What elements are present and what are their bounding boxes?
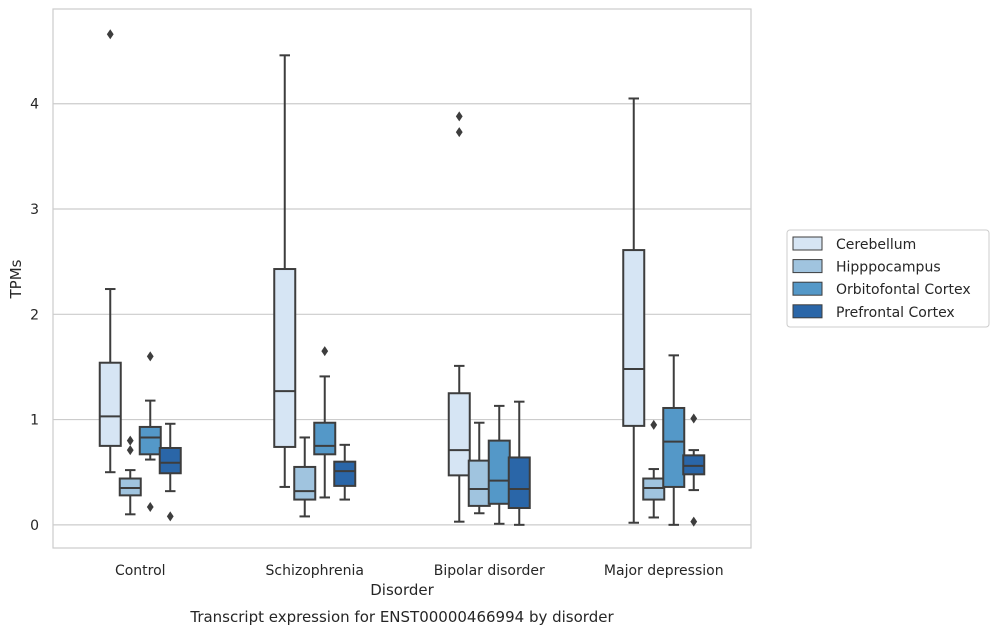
box-body bbox=[333, 460, 357, 487]
y-tick-label: 1 bbox=[30, 413, 39, 429]
legend-swatch bbox=[792, 259, 823, 274]
chart-title: Transcript expression for ENST0000046699… bbox=[189, 608, 614, 626]
box-cerebellum-3 bbox=[622, 97, 646, 524]
x-tick-label: Control bbox=[115, 563, 166, 579]
box-body bbox=[642, 477, 666, 501]
legend-label: Prefrontal Cortex bbox=[836, 305, 955, 321]
legend-frame bbox=[786, 229, 990, 328]
box-body bbox=[507, 456, 531, 509]
plot-background bbox=[53, 9, 751, 548]
box-body bbox=[118, 477, 142, 497]
box-prefrontal-cortex-0 bbox=[158, 422, 182, 522]
box-body bbox=[447, 392, 471, 477]
legend-swatch bbox=[792, 304, 823, 319]
box-cerebellum-2 bbox=[447, 111, 471, 523]
x-tick-label: Major depression bbox=[604, 563, 724, 579]
outlier-point bbox=[126, 435, 134, 446]
box-hipppocampus-0 bbox=[118, 435, 142, 516]
outlier-point bbox=[690, 413, 698, 424]
outlier-point bbox=[126, 445, 134, 456]
y-tick-label: 0 bbox=[30, 518, 39, 534]
box-cerebellum-0 bbox=[98, 29, 122, 474]
y-tick-label: 4 bbox=[30, 97, 39, 113]
box-prefrontal-cortex-1 bbox=[333, 443, 357, 501]
box-body bbox=[138, 425, 162, 456]
box-body bbox=[158, 446, 182, 475]
outlier-point bbox=[455, 111, 463, 122]
outlier-point bbox=[106, 29, 114, 40]
outlier-point bbox=[146, 351, 154, 362]
y-tick-label: 2 bbox=[30, 307, 39, 323]
legend-swatch bbox=[792, 281, 823, 296]
x-axis-label: Disorder bbox=[370, 581, 434, 599]
outlier-point bbox=[166, 511, 174, 522]
y-tick-labels: 0 1 2 3 4 bbox=[30, 97, 39, 534]
outlier-point bbox=[690, 516, 698, 527]
box-body bbox=[98, 361, 122, 447]
outlier-point bbox=[650, 419, 658, 430]
box-body bbox=[467, 459, 491, 507]
box-hipppocampus-3 bbox=[642, 419, 666, 519]
box-hipppocampus-1 bbox=[293, 436, 317, 518]
box-body bbox=[487, 439, 511, 505]
box-body bbox=[313, 421, 337, 456]
box-body bbox=[682, 454, 706, 476]
outlier-point bbox=[321, 346, 329, 357]
box-series bbox=[98, 29, 706, 527]
box-cerebellum-1 bbox=[273, 54, 297, 488]
x-tick-label: Schizophrenia bbox=[266, 563, 364, 579]
outlier-point bbox=[146, 501, 154, 512]
legend-label: Hipppocampus bbox=[836, 260, 941, 276]
box-orbitofontal-cortex-0 bbox=[138, 351, 162, 512]
y-axis-label: TPMs bbox=[7, 259, 25, 299]
outlier-point bbox=[455, 127, 463, 138]
legend: Cerebellum Hipppocampus Orbitofontal Corte… bbox=[786, 229, 990, 328]
box-prefrontal-cortex-2 bbox=[507, 400, 531, 526]
box-orbitofontal-cortex-3 bbox=[662, 354, 686, 526]
legend-swatch bbox=[792, 236, 823, 251]
x-tick-labels: Control Schizophrenia Bipolar disorder Majo… bbox=[115, 563, 724, 579]
y-tick-label: 3 bbox=[30, 202, 39, 218]
box-body bbox=[273, 268, 297, 448]
box-body bbox=[293, 465, 317, 501]
box-prefrontal-cortex-3 bbox=[682, 413, 706, 527]
box-body bbox=[622, 249, 646, 427]
box-orbitofontal-cortex-1 bbox=[313, 346, 337, 499]
x-tick-label: Bipolar disorder bbox=[434, 563, 545, 579]
legend-label: Orbitofontal Cortex bbox=[836, 282, 971, 298]
box-body bbox=[662, 406, 686, 488]
plot-border bbox=[52, 8, 752, 549]
legend-label: Cerebellum bbox=[836, 237, 916, 253]
